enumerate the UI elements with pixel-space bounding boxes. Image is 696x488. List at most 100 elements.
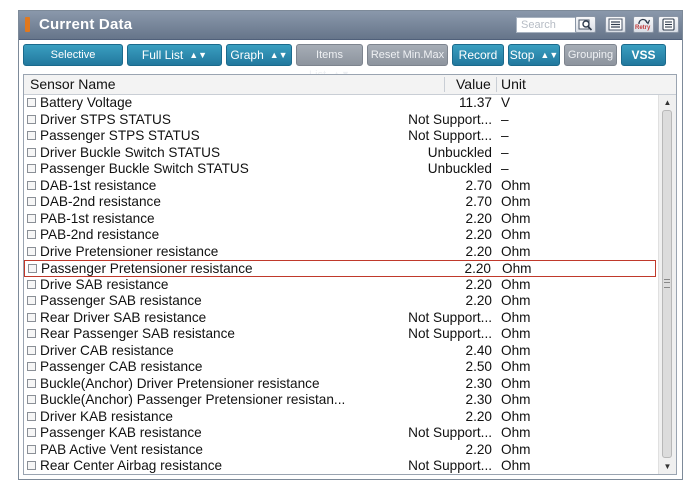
row-checkbox[interactable] (27, 312, 36, 322)
row-checkbox[interactable] (27, 213, 36, 223)
sensor-name: Passenger Buckle Switch STATUS (40, 161, 249, 176)
row-checkbox[interactable] (27, 395, 36, 404)
vss-button[interactable]: VSS (621, 44, 666, 66)
table-row[interactable]: PAB Active Vent resistance 2.20 Ohm (24, 442, 656, 459)
full-list-button[interactable]: Full List ▲▼ (127, 44, 222, 66)
row-checkbox[interactable] (27, 131, 36, 140)
table-row[interactable]: Passenger CAB resistance 2.50 Ohm (24, 359, 656, 376)
table-row[interactable]: Driver STPS STATUS Not Support... – (24, 112, 656, 129)
search-input[interactable] (516, 17, 578, 33)
sensor-unit: Ohm (501, 293, 531, 308)
window-title: Current Data (39, 16, 133, 33)
row-checkbox[interactable] (27, 246, 36, 256)
table-row[interactable]: DAB-1st resistance 2.70 Ohm (24, 178, 656, 195)
scroll-up-arrow-icon[interactable]: ▲ (663, 98, 672, 107)
sensor-value: 2.70 (465, 194, 492, 209)
row-checkbox[interactable] (27, 428, 36, 437)
sensor-unit: – (501, 144, 509, 160)
row-checkbox[interactable] (27, 329, 36, 338)
list-button[interactable] (605, 16, 626, 33)
row-checkbox[interactable] (27, 296, 36, 305)
up-down-caret-icon: ▲▼ (540, 50, 559, 60)
sensor-unit: Ohm (502, 261, 532, 276)
column-divider[interactable] (444, 77, 445, 92)
sensor-name: PAB-2nd resistance (40, 227, 160, 242)
stop-button[interactable]: Stop ▲▼ (508, 44, 560, 66)
retry-button[interactable]: Retry (633, 16, 654, 33)
table-row[interactable]: DAB-2nd resistance 2.70 Ohm (24, 194, 656, 211)
record-button[interactable]: Record (452, 44, 504, 66)
table-row[interactable]: Passenger SAB resistance 2.20 Ohm (24, 293, 656, 310)
table-row[interactable]: Rear Driver SAB resistance Not Support...… (24, 310, 656, 327)
table-row[interactable]: PAB-1st resistance 2.20 Ohm (24, 211, 656, 228)
save-button[interactable] (658, 16, 679, 33)
table-row[interactable]: Driver CAB resistance 2.40 Ohm (24, 343, 656, 360)
table-row[interactable]: Passenger Pretensioner resistance 2.20 Ohm (24, 260, 656, 277)
selective-display-button[interactable]: Selective Display▲▼ (23, 44, 123, 81)
row-checkbox[interactable] (27, 197, 36, 206)
table-row[interactable]: Rear Passenger SAB resistance Not Support… (24, 326, 656, 343)
sensor-data-table: Sensor Name Value Unit Battery Voltage 11… (23, 74, 677, 475)
table-row[interactable]: Drive SAB resistance 2.20 Ohm (24, 277, 656, 294)
graph-button[interactable]: Graph ▲▼ (226, 44, 292, 66)
sensor-value: Not Support... (408, 128, 492, 143)
row-checkbox[interactable] (27, 411, 36, 421)
retry-icon (638, 18, 651, 25)
grouping-button[interactable]: Grouping (564, 44, 617, 66)
row-checkbox[interactable] (27, 164, 36, 173)
row-checkbox[interactable] (27, 114, 36, 124)
table-row[interactable]: PAB-2nd resistance 2.20 Ohm (24, 227, 656, 244)
row-checkbox[interactable] (27, 362, 36, 371)
items-list-button[interactable]: Items List▲▼ (296, 44, 363, 81)
table-row[interactable]: Buckle(Anchor) Driver Pretensioner resis… (24, 376, 656, 393)
sensor-unit: Ohm (501, 425, 531, 440)
column-divider[interactable] (496, 77, 497, 92)
sensor-name: DAB-1st resistance (40, 177, 157, 193)
sensor-unit: Ohm (501, 392, 531, 407)
row-checkbox[interactable] (27, 279, 36, 289)
scrollbar-thumb[interactable] (662, 110, 672, 458)
table-row[interactable]: Passenger Buckle Switch STATUS Unbuckled – (24, 161, 656, 178)
search-button[interactable] (575, 16, 596, 33)
row-checkbox[interactable] (28, 264, 37, 273)
reset-min-max-button[interactable]: Reset Min.Max (367, 44, 448, 66)
row-checkbox[interactable] (27, 461, 36, 470)
table-row[interactable]: Driver KAB resistance 2.20 Ohm (24, 409, 656, 426)
row-checkbox[interactable] (27, 147, 36, 157)
sensor-value: 2.20 (465, 210, 492, 226)
sensor-unit: Ohm (501, 243, 531, 259)
row-checkbox[interactable] (27, 345, 36, 355)
row-checkbox[interactable] (27, 378, 36, 388)
sensor-unit: Ohm (501, 276, 531, 292)
sensor-unit: – (501, 128, 509, 143)
sensor-name-header[interactable]: Sensor Name (30, 76, 116, 92)
row-checkbox[interactable] (27, 98, 36, 107)
sensor-value: Not Support... (408, 458, 492, 473)
value-header[interactable]: Value (456, 76, 491, 92)
table-row[interactable]: Buckle(Anchor) Passenger Pretensioner re… (24, 392, 656, 409)
scroll-down-arrow-icon[interactable]: ▼ (663, 462, 672, 471)
table-row[interactable]: Passenger KAB resistance Not Support... Oh… (24, 425, 656, 442)
sensor-unit: Ohm (501, 326, 531, 341)
row-checkbox[interactable] (27, 444, 36, 454)
magnifier-icon (578, 19, 593, 31)
unit-header[interactable]: Unit (501, 76, 526, 92)
sensor-unit: Ohm (501, 227, 531, 242)
sensor-name: Drive SAB resistance (40, 276, 169, 292)
table-row[interactable]: Drive Pretensioner resistance 2.20 Ohm (24, 244, 656, 261)
row-checkbox[interactable] (27, 180, 36, 190)
sensor-name: PAB Active Vent resistance (40, 441, 203, 457)
table-row[interactable]: Rear Center Airbag resistance Not Support… (24, 458, 656, 475)
save-icon (662, 18, 675, 31)
sensor-name: Rear Driver SAB resistance (40, 309, 207, 325)
full-list-label: Full List (141, 48, 184, 62)
sensor-unit: Ohm (501, 342, 531, 358)
table-row[interactable]: Passenger STPS STATUS Not Support... – (24, 128, 656, 145)
up-down-caret-icon: ▲▼ (189, 50, 208, 60)
sensor-name: Passenger KAB resistance (40, 425, 202, 440)
vertical-scrollbar[interactable]: ▲ ▼ (658, 95, 676, 474)
row-checkbox[interactable] (27, 230, 36, 239)
sensor-value: 2.70 (465, 177, 492, 193)
table-row[interactable]: Battery Voltage 11.37 V (24, 95, 656, 112)
table-row[interactable]: Driver Buckle Switch STATUS Unbuckled – (24, 145, 656, 162)
